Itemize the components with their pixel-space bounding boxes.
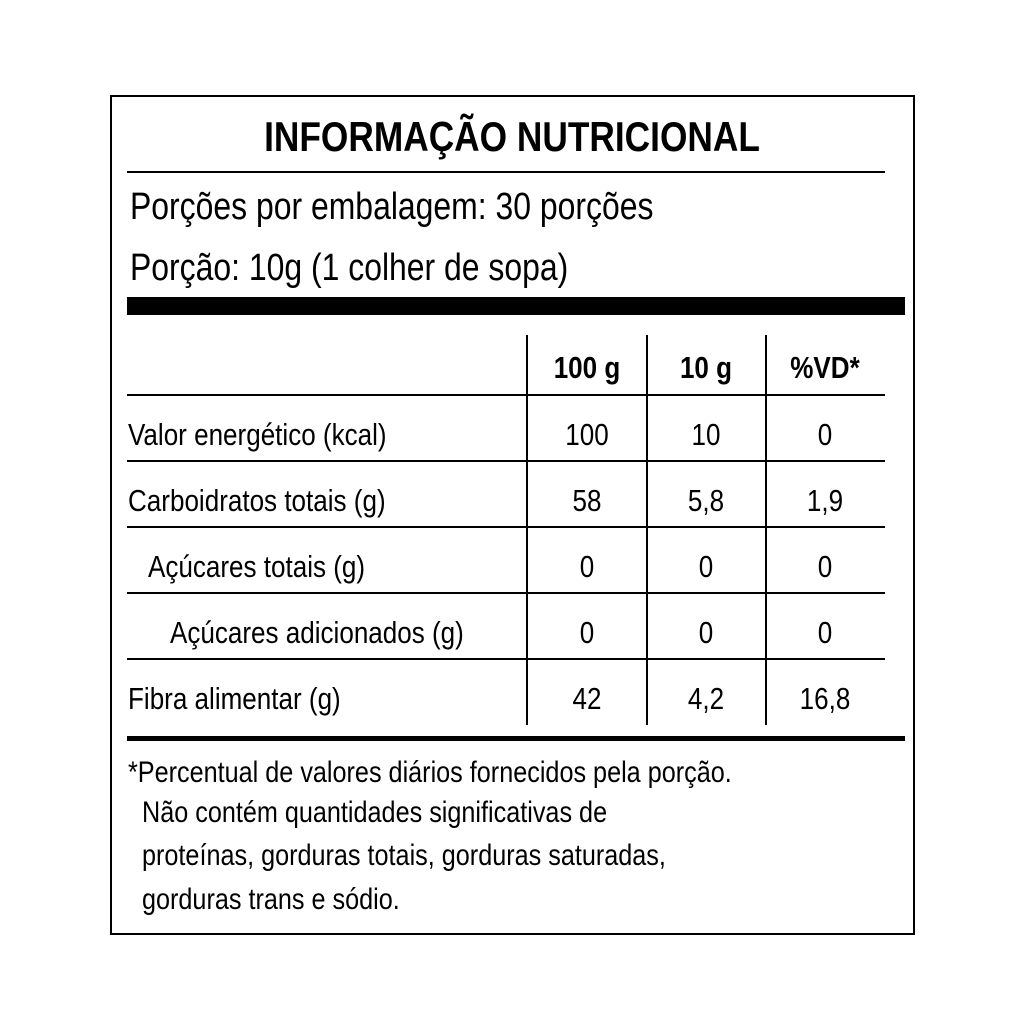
label-title: INFORMAÇÃO NUTRICIONAL — [264, 113, 760, 160]
row-label-energy: Valor energético (kcal) — [128, 417, 387, 452]
cell-value: 100 — [565, 417, 609, 452]
row-divider — [127, 460, 885, 462]
cell-value: 0 — [817, 615, 833, 650]
title-divider — [127, 171, 885, 173]
cell-value: 0 — [698, 615, 714, 650]
footnote-line: proteínas, gorduras totais, gorduras sat… — [142, 839, 666, 872]
servings-per-package: Porções por embalagem: 30 porções — [130, 186, 654, 228]
cell-value: 0 — [698, 549, 714, 584]
footnote-line: Não contém quantidades significativas de — [142, 796, 608, 829]
row-divider — [127, 526, 885, 528]
row-label-carbs: Carboidratos totais (g) — [128, 483, 386, 518]
cell-value: 4,2 — [687, 681, 725, 716]
cell-value: 1,9 — [806, 483, 844, 518]
row-label-fiber: Fibra alimentar (g) — [128, 681, 341, 716]
cell-value: 10 — [691, 417, 721, 452]
cell-value: 0 — [817, 549, 833, 584]
cell-value: 0 — [817, 417, 833, 452]
row-divider — [127, 592, 885, 594]
serving-size: Porção: 10g (1 colher de sopa) — [130, 247, 569, 289]
column-divider — [765, 335, 767, 725]
row-divider — [127, 394, 885, 396]
nutrition-label-frame — [110, 95, 915, 935]
column-header-dv: %VD* — [790, 350, 860, 385]
row-label-total-sugars: Açúcares totais (g) — [148, 549, 366, 584]
column-divider — [646, 335, 648, 725]
cell-value: 0 — [579, 615, 595, 650]
cell-value: 42 — [572, 681, 602, 716]
column-header-100g: 100 g — [553, 350, 621, 385]
column-divider — [526, 335, 528, 725]
footnote-line: *Percentual de valores diários fornecido… — [128, 756, 732, 789]
thick-divider — [127, 297, 905, 315]
column-header-portion: 10 g — [679, 350, 733, 385]
row-divider — [127, 658, 885, 660]
cell-value: 5,8 — [687, 483, 725, 518]
cell-value: 16,8 — [799, 681, 851, 716]
row-label-added-sugars: Açúcares adicionados (g) — [170, 615, 464, 650]
footnote-line: gorduras trans e sódio. — [142, 883, 400, 916]
bottom-thick-divider — [127, 736, 905, 741]
cell-value: 0 — [579, 549, 595, 584]
cell-value: 58 — [572, 483, 602, 518]
